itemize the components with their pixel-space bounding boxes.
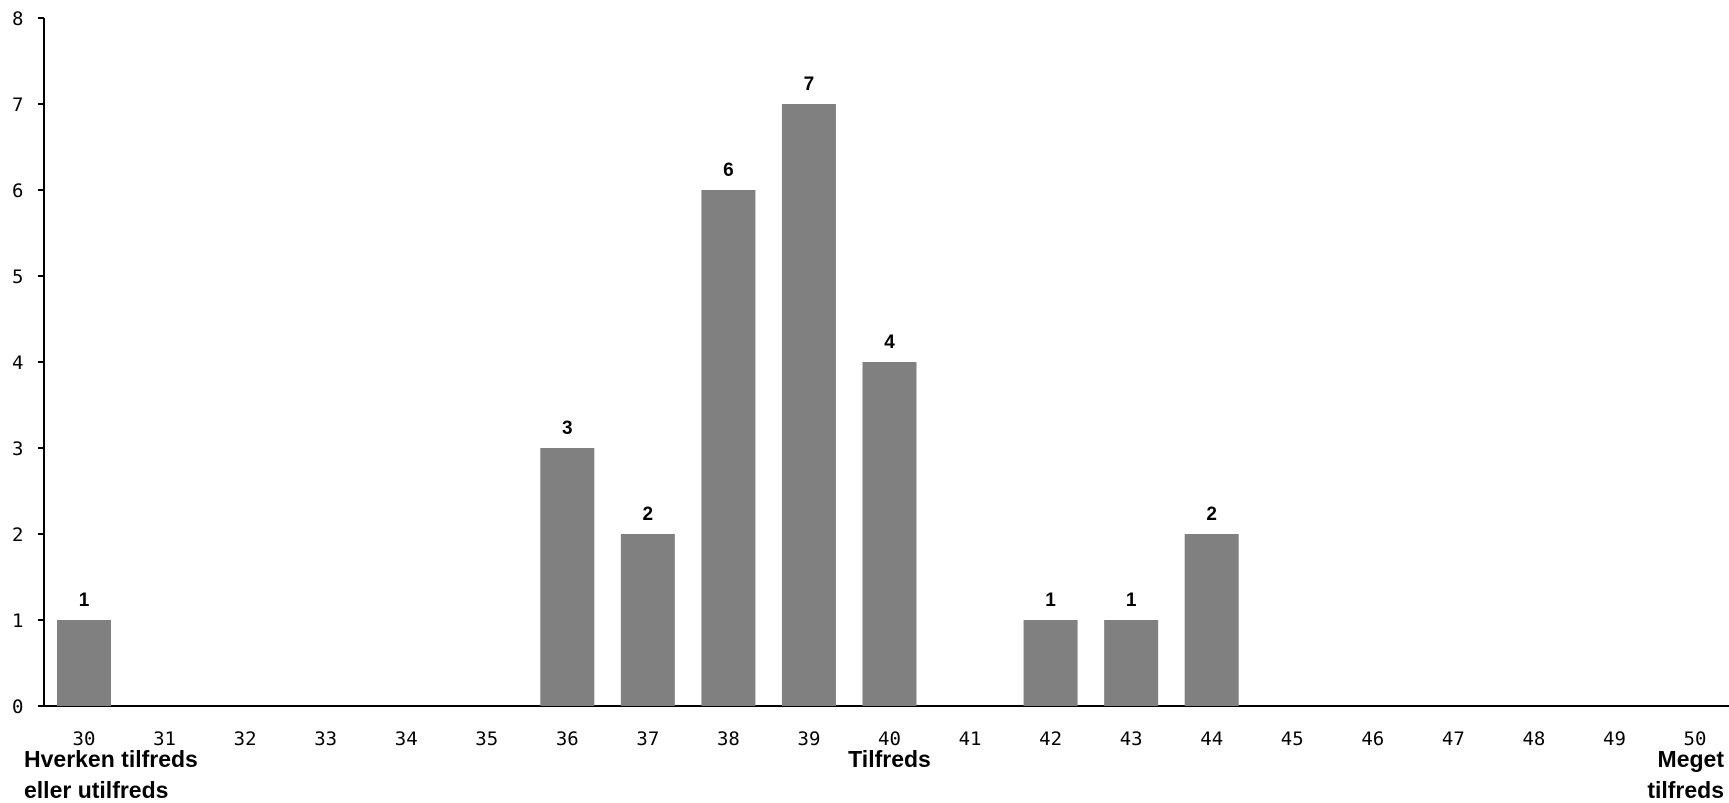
x-tick-label: 43 xyxy=(1120,728,1143,750)
bar xyxy=(862,362,917,706)
bar xyxy=(57,620,111,706)
x-tick-label: 40 xyxy=(878,728,901,750)
x-tick-label: 44 xyxy=(1200,728,1223,750)
bar xyxy=(1104,620,1159,706)
x-tick-label: 35 xyxy=(475,728,498,750)
bar xyxy=(620,534,675,706)
x-tick-label: 31 xyxy=(153,728,176,750)
y-tick-label: 3 xyxy=(12,438,23,460)
value-label: 1 xyxy=(79,590,90,611)
value-labels: 1 3 2 6 7 4 1 1 2 xyxy=(79,74,1217,611)
x-tick-label: 48 xyxy=(1522,728,1545,750)
category-label-line: Tilfreds xyxy=(848,746,931,772)
value-label: 7 xyxy=(804,74,815,95)
bar xyxy=(701,190,756,706)
value-label: 2 xyxy=(643,504,654,525)
y-axis: 0 1 2 3 4 5 6 7 8 xyxy=(12,8,45,718)
value-label: 1 xyxy=(1045,590,1056,611)
y-tick-label: 6 xyxy=(12,180,23,202)
y-tick-label: 5 xyxy=(12,266,23,288)
x-tick-label: 41 xyxy=(959,728,982,750)
category-label-line: tilfreds xyxy=(1647,777,1724,803)
bar xyxy=(540,448,595,706)
category-label-line: eller utilfreds xyxy=(24,777,168,803)
x-tick-label: 50 xyxy=(1684,728,1707,750)
x-tick-label: 45 xyxy=(1281,728,1304,750)
category-labels: Hverken tilfreds eller utilfreds Tilfreds M… xyxy=(24,746,1724,803)
value-label: 6 xyxy=(723,160,734,181)
bar xyxy=(781,104,836,706)
value-label: 1 xyxy=(1126,590,1137,611)
y-tick-label: 7 xyxy=(12,94,23,116)
category-label: Tilfreds xyxy=(848,746,931,772)
y-tick-label: 0 xyxy=(12,696,23,718)
x-tick-label: 42 xyxy=(1039,728,1062,750)
bar xyxy=(1023,620,1078,706)
x-tick-label: 37 xyxy=(636,728,659,750)
x-tick-label: 38 xyxy=(717,728,740,750)
x-tick-label: 32 xyxy=(234,728,257,750)
category-label-line: Meget xyxy=(1658,746,1725,772)
x-axis: 30 31 32 33 34 35 36 37 38 39 40 41 42 43 44 45 46 47 48 49… xyxy=(44,705,1729,750)
value-label: 3 xyxy=(562,418,573,439)
value-label: 4 xyxy=(884,332,895,353)
y-tick-label: 1 xyxy=(12,610,23,632)
x-tick-label: 36 xyxy=(556,728,579,750)
x-tick-label: 46 xyxy=(1361,728,1384,750)
category-label: Hverken tilfreds eller utilfreds xyxy=(24,746,198,803)
bar xyxy=(1184,534,1239,706)
y-tick-label: 2 xyxy=(12,524,23,546)
x-tick-label: 34 xyxy=(395,728,418,750)
value-label: 2 xyxy=(1206,504,1217,525)
category-label: Meget tilfreds xyxy=(1647,746,1724,803)
x-tick-label: 30 xyxy=(73,728,96,750)
category-label-line: Hverken tilfreds xyxy=(24,746,198,772)
y-tick-label: 8 xyxy=(12,8,23,30)
y-tick-label: 4 xyxy=(12,352,23,374)
x-tick-label: 47 xyxy=(1442,728,1465,750)
bars xyxy=(57,104,1239,706)
x-tick-label: 49 xyxy=(1603,728,1626,750)
x-tick-label: 39 xyxy=(798,728,821,750)
x-tick-label: 33 xyxy=(314,728,337,750)
